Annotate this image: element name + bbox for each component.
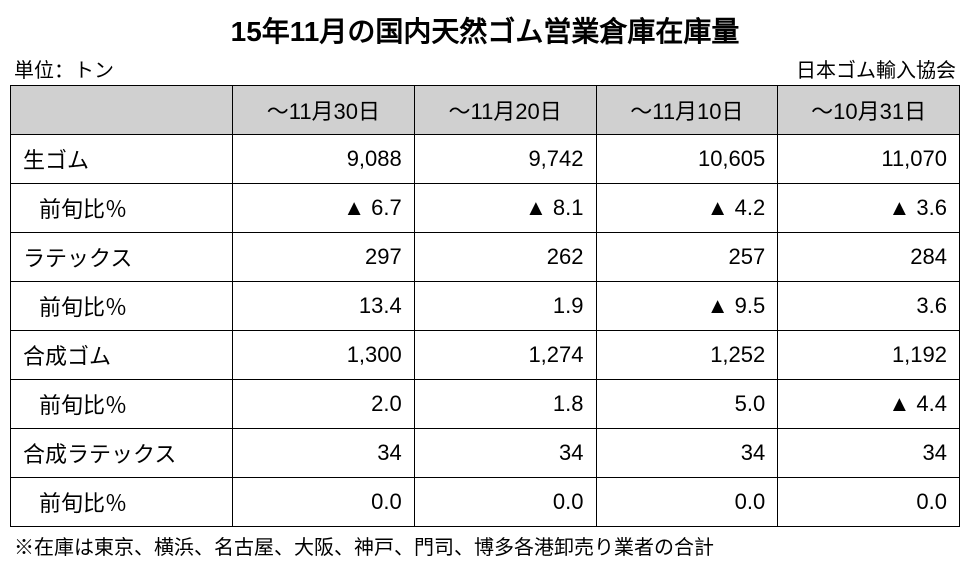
subheader: 単位：トン 日本ゴム輸入協会 xyxy=(10,54,960,83)
cell-value: 297 xyxy=(233,233,415,282)
cell-value: 11,070 xyxy=(778,135,960,184)
cell-value: 1,300 xyxy=(233,331,415,380)
header-blank xyxy=(11,86,233,135)
column-header: ～11月20日 xyxy=(414,86,596,135)
cell-value: 284 xyxy=(778,233,960,282)
cell-value: ▲ 8.1 xyxy=(414,184,596,233)
table-header-row: ～11月30日 ～11月20日 ～11月10日 ～10月31日 xyxy=(11,86,960,135)
cell-value: 1.8 xyxy=(414,380,596,429)
table-row: 合成ラテックス34343434 xyxy=(11,429,960,478)
table-row: 前旬比％0.00.00.00.0 xyxy=(11,478,960,527)
cell-value: ▲ 6.7 xyxy=(233,184,415,233)
cell-value: 5.0 xyxy=(596,380,778,429)
cell-value: 1.9 xyxy=(414,282,596,331)
row-label: 合成ラテックス xyxy=(11,429,233,478)
cell-value: 257 xyxy=(596,233,778,282)
cell-value: 9,088 xyxy=(233,135,415,184)
inventory-table: ～11月30日 ～11月20日 ～11月10日 ～10月31日 生ゴム9,088… xyxy=(10,85,960,527)
table-body: 生ゴム9,0889,74210,60511,070前旬比％▲ 6.7▲ 8.1▲… xyxy=(11,135,960,527)
cell-value: ▲ 4.2 xyxy=(596,184,778,233)
table-row: 前旬比％13.41.9▲ 9.53.6 xyxy=(11,282,960,331)
row-label: 前旬比％ xyxy=(11,478,233,527)
row-label: 生ゴム xyxy=(11,135,233,184)
cell-value: 262 xyxy=(414,233,596,282)
cell-value: 9,742 xyxy=(414,135,596,184)
row-label: ラテックス xyxy=(11,233,233,282)
cell-value: ▲ 9.5 xyxy=(596,282,778,331)
cell-value: 0.0 xyxy=(778,478,960,527)
column-header: ～11月30日 xyxy=(233,86,415,135)
cell-value: 34 xyxy=(596,429,778,478)
row-label: 前旬比％ xyxy=(11,184,233,233)
cell-value: 3.6 xyxy=(778,282,960,331)
row-label: 前旬比％ xyxy=(11,380,233,429)
cell-value: 34 xyxy=(414,429,596,478)
footnote: ※在庫は東京、横浜、名古屋、大阪、神戸、門司、博多各港卸売り業者の合計 xyxy=(10,531,960,560)
table-row: 前旬比％2.01.85.0▲ 4.4 xyxy=(11,380,960,429)
cell-value: ▲ 4.4 xyxy=(778,380,960,429)
table-row: ラテックス297262257284 xyxy=(11,233,960,282)
cell-value: 34 xyxy=(778,429,960,478)
cell-value: 0.0 xyxy=(414,478,596,527)
cell-value: 0.0 xyxy=(596,478,778,527)
cell-value: 1,274 xyxy=(414,331,596,380)
cell-value: 2.0 xyxy=(233,380,415,429)
unit-label: 単位：トン xyxy=(14,54,114,83)
row-label: 合成ゴム xyxy=(11,331,233,380)
cell-value: 1,252 xyxy=(596,331,778,380)
row-label: 前旬比％ xyxy=(11,282,233,331)
column-header: ～10月31日 xyxy=(778,86,960,135)
table-row: 生ゴム9,0889,74210,60511,070 xyxy=(11,135,960,184)
cell-value: 1,192 xyxy=(778,331,960,380)
page-title: 15年11月の国内天然ゴム営業倉庫在庫量 xyxy=(10,10,960,50)
source-label: 日本ゴム輸入協会 xyxy=(796,54,956,83)
cell-value: 10,605 xyxy=(596,135,778,184)
cell-value: 13.4 xyxy=(233,282,415,331)
cell-value: 34 xyxy=(233,429,415,478)
cell-value: 0.0 xyxy=(233,478,415,527)
column-header: ～11月10日 xyxy=(596,86,778,135)
table-row: 合成ゴム1,3001,2741,2521,192 xyxy=(11,331,960,380)
table-row: 前旬比％▲ 6.7▲ 8.1▲ 4.2▲ 3.6 xyxy=(11,184,960,233)
cell-value: ▲ 3.6 xyxy=(778,184,960,233)
